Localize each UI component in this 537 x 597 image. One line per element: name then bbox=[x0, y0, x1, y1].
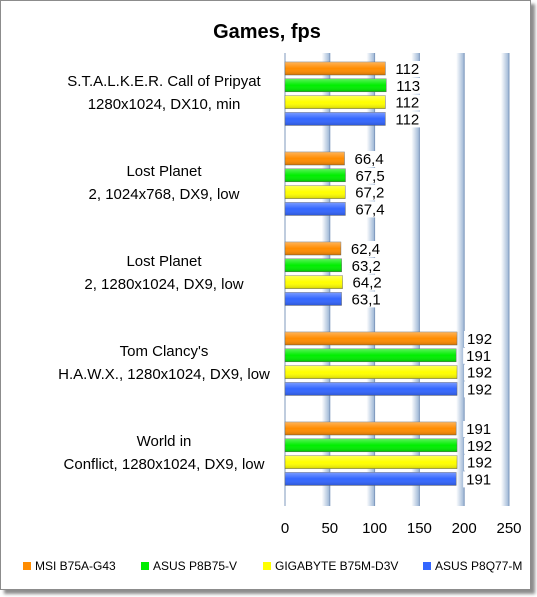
value-label: 192 bbox=[467, 331, 492, 348]
value-label: 63,2 bbox=[352, 258, 381, 275]
value-label-bg bbox=[392, 111, 429, 128]
value-label-bg bbox=[348, 257, 385, 274]
value-label: 192 bbox=[467, 381, 492, 398]
bar-shade bbox=[285, 332, 458, 345]
value-label-bg bbox=[349, 274, 386, 291]
value-label: 67,5 bbox=[355, 168, 384, 185]
value-label: 192 bbox=[467, 365, 492, 382]
category-label: S.T.A.L.K.E.R. Call of Pripyat bbox=[67, 73, 261, 90]
bar-shade bbox=[285, 438, 458, 452]
category-label: Tom Clancy's bbox=[120, 343, 209, 360]
category-label: 2, 1280x1024, DX9, low bbox=[84, 276, 243, 293]
value-label: 62,4 bbox=[351, 241, 380, 258]
value-label: 63,1 bbox=[352, 291, 381, 308]
x-tick-label: 50 bbox=[321, 520, 338, 537]
value-label: 191 bbox=[466, 421, 491, 438]
value-label-bg bbox=[352, 201, 389, 218]
value-label-bg bbox=[463, 347, 500, 364]
x-tick-label: 200 bbox=[452, 520, 477, 537]
value-label-bg bbox=[393, 77, 430, 94]
value-label-bg bbox=[464, 381, 501, 398]
category-label: Lost Planet bbox=[126, 163, 202, 180]
bar-shade bbox=[285, 185, 346, 199]
value-label-bg bbox=[464, 331, 501, 347]
value-label-bg bbox=[348, 291, 385, 308]
value-label: 64,2 bbox=[353, 275, 382, 292]
bar-shade bbox=[285, 168, 346, 182]
value-label-bg bbox=[347, 241, 384, 257]
legend-label: GIGABYTE B75M-D3V bbox=[275, 559, 398, 573]
value-label-bg bbox=[352, 184, 389, 201]
bar-shade bbox=[285, 152, 345, 165]
bar-shade bbox=[285, 78, 387, 92]
legend-swatch bbox=[423, 562, 431, 570]
value-label: 112 bbox=[395, 95, 419, 112]
category-label: Conflict, 1280x1024, DX9, low bbox=[64, 456, 265, 473]
category-label: 1280x1024, DX10, min bbox=[88, 96, 241, 113]
x-tick-label: 100 bbox=[362, 520, 387, 537]
chart-frame: Games, fps S.T.A.L.K.E.R. Call of Pripya… bbox=[0, 0, 531, 590]
legend-swatch bbox=[263, 562, 271, 570]
category-label: H.A.W.X., 1280x1024, DX9, low bbox=[58, 366, 270, 383]
bar-shade bbox=[285, 455, 458, 469]
legend-label: ASUS P8Q77-M bbox=[435, 559, 522, 573]
x-tick-label: 150 bbox=[407, 520, 432, 537]
value-label-bg bbox=[464, 364, 501, 381]
value-label-bg bbox=[464, 437, 501, 454]
gridline-band bbox=[411, 53, 420, 506]
value-label-bg bbox=[392, 94, 429, 111]
gridline-band bbox=[456, 53, 465, 506]
value-label-bg bbox=[463, 421, 500, 437]
gridline-band bbox=[501, 53, 509, 506]
bar-shade bbox=[285, 62, 386, 75]
bar-shade bbox=[285, 242, 341, 255]
bar-shade bbox=[285, 258, 342, 272]
bar-shade bbox=[285, 275, 343, 289]
value-label-bg bbox=[463, 471, 500, 488]
value-label: 67,4 bbox=[355, 201, 384, 218]
value-label: 191 bbox=[466, 471, 491, 488]
bar-shade bbox=[285, 422, 457, 435]
value-label-bg bbox=[352, 167, 389, 184]
x-tick-label: 0 bbox=[281, 520, 289, 537]
bar-shade bbox=[285, 202, 346, 216]
category-label: 2, 1024x768, DX9, low bbox=[89, 186, 240, 203]
legend-swatch bbox=[23, 562, 31, 570]
bar-shade bbox=[285, 95, 386, 109]
legend-label: MSI B75A-G43 bbox=[35, 559, 116, 573]
category-label: Lost Planet bbox=[126, 253, 202, 270]
x-tick-label: 250 bbox=[496, 520, 521, 537]
value-label: 113 bbox=[396, 78, 420, 95]
bar-shade bbox=[285, 472, 457, 486]
category-label: World in bbox=[137, 433, 192, 450]
bar-shade bbox=[285, 348, 457, 362]
bar-shade bbox=[285, 112, 386, 126]
legend-swatch bbox=[141, 562, 149, 570]
value-label: 192 bbox=[467, 438, 492, 455]
value-label: 191 bbox=[466, 348, 491, 365]
chart-title: Games, fps bbox=[213, 21, 321, 43]
value-label: 67,2 bbox=[355, 185, 384, 202]
bar-shade bbox=[285, 382, 458, 396]
bar-shade bbox=[285, 365, 458, 379]
legend-label: ASUS P8B75-V bbox=[153, 559, 237, 573]
value-label-bg bbox=[464, 454, 501, 471]
value-label-bg bbox=[392, 61, 429, 77]
value-label-bg bbox=[351, 151, 388, 167]
value-label: 192 bbox=[467, 455, 492, 472]
value-label: 66,4 bbox=[354, 151, 383, 168]
value-label: 112 bbox=[395, 61, 419, 78]
value-label: 112 bbox=[395, 111, 419, 128]
bar-shade bbox=[285, 292, 342, 306]
